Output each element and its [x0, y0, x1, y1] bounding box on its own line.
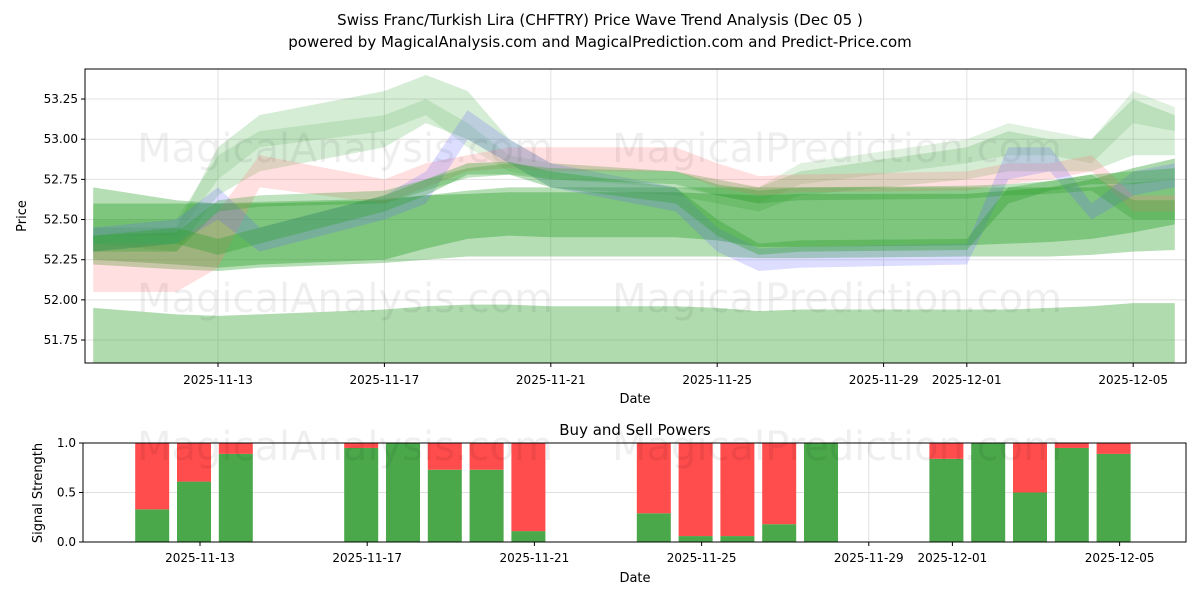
buy-bar	[135, 509, 170, 542]
sell-bar	[1054, 443, 1089, 448]
sell-bar	[135, 443, 170, 510]
sell-bar	[1096, 443, 1131, 454]
wave-band	[93, 110, 1175, 271]
buy-bar	[971, 443, 1006, 542]
x-tick-label: 2025-11-21	[500, 551, 570, 565]
sell-bar	[511, 443, 546, 532]
sell-bar	[678, 443, 713, 537]
sell-bar	[218, 443, 253, 454]
y-tick-label: 53.00	[44, 132, 78, 146]
x-tick-label: 2025-11-29	[849, 373, 919, 387]
wave-band	[93, 147, 1175, 292]
buy-bar	[177, 481, 211, 542]
sell-bar	[929, 443, 964, 459]
top-watermark-2: MagicalPrediction.com	[612, 126, 1062, 172]
x-tick-label: 2025-11-17	[332, 551, 402, 565]
x-tick-label: 2025-11-25	[667, 551, 737, 565]
wave-band	[93, 303, 1175, 363]
buy-bar	[762, 524, 797, 542]
buy-bar	[1054, 447, 1089, 542]
chart-subtitle: powered by MagicalAnalysis.com and Magic…	[288, 33, 912, 51]
price-wave-plot: 51.75 52.00 52.25 52.50 52.75 53.00 53.25 2025-…	[44, 68, 1187, 387]
buy-bar	[386, 443, 420, 542]
bottom-watermark-2: MagicalPrediction.com	[612, 424, 1062, 470]
y-tick-label: 0.0	[57, 535, 76, 549]
buy-bar	[804, 443, 838, 542]
y-tick-label: 52.50	[44, 213, 78, 227]
buy-sell-plot: 0.0 0.5 1.0 2025-11-13 2025-11-17 2025-11-21 2…	[57, 436, 1187, 565]
buy-bar	[1013, 492, 1047, 542]
y-tick-label: 52.25	[44, 253, 78, 267]
top-y-label: Price	[15, 200, 30, 232]
x-tick-label: 2025-12-01	[918, 551, 988, 565]
x-tick-label: 2025-11-13	[165, 551, 235, 565]
buy-bar	[511, 531, 546, 542]
sell-bar	[1013, 443, 1047, 493]
y-tick-label: 52.00	[44, 293, 78, 307]
x-tick-label: 2025-11-29	[834, 551, 904, 565]
sell-bar	[636, 443, 671, 514]
wave-band	[93, 158, 1175, 268]
top-axes-frame	[84, 68, 1187, 364]
x-tick-label: 2025-11-25	[682, 373, 752, 387]
x-tick-label: 2025-11-13	[183, 373, 253, 387]
y-tick-label: 53.25	[44, 92, 78, 106]
buy-bar	[427, 469, 462, 542]
bottom-chart-title: Buy and Sell Powers	[559, 421, 711, 439]
y-tick-label: 1.0	[57, 436, 76, 450]
buy-bar	[636, 513, 671, 542]
wave-band	[93, 91, 1175, 236]
y-tick-label: 52.75	[44, 172, 78, 186]
sell-bar	[720, 443, 755, 537]
buy-bar	[678, 536, 713, 542]
wave-band	[93, 161, 1175, 255]
top-watermark-3: MagicalAnalysis.com	[137, 276, 553, 322]
buy-bar	[929, 458, 964, 542]
wave-band	[93, 163, 1175, 252]
wave-band	[93, 74, 1175, 252]
y-tick-label: 51.75	[44, 333, 78, 347]
sell-bar	[344, 443, 379, 448]
bottom-watermark-1: MagicalAnalysis.com	[137, 424, 553, 470]
x-tick-label: 2025-11-21	[516, 373, 586, 387]
bottom-x-label: Date	[619, 571, 650, 586]
sell-bar	[427, 443, 462, 470]
wave-band	[93, 179, 1175, 271]
bands	[93, 74, 1175, 363]
x-tick-label: 2025-12-05	[1085, 551, 1155, 565]
top-watermark-4: MagicalPrediction.com	[612, 276, 1062, 322]
buy-bar	[720, 536, 755, 542]
buy-bar	[469, 469, 504, 542]
sell-bar	[177, 443, 211, 482]
x-tick-label: 2025-12-05	[1098, 373, 1168, 387]
buy-bar	[218, 453, 253, 542]
bottom-y-label: Signal Strength	[31, 443, 46, 543]
buy-bar	[1096, 453, 1131, 542]
top-x-label: Date	[619, 392, 650, 407]
sell-bar	[762, 443, 797, 525]
bottom-axes-frame	[82, 442, 1187, 543]
chart-title: Swiss Franc/Turkish Lira (CHFTRY) Price …	[337, 11, 863, 29]
sell-bar	[469, 443, 504, 470]
y-tick-label: 0.5	[57, 486, 76, 500]
top-watermark-1: MagicalAnalysis.com	[137, 126, 553, 172]
buy-bar	[344, 447, 379, 542]
x-tick-label: 2025-11-17	[350, 373, 420, 387]
x-tick-label: 2025-12-01	[932, 373, 1002, 387]
